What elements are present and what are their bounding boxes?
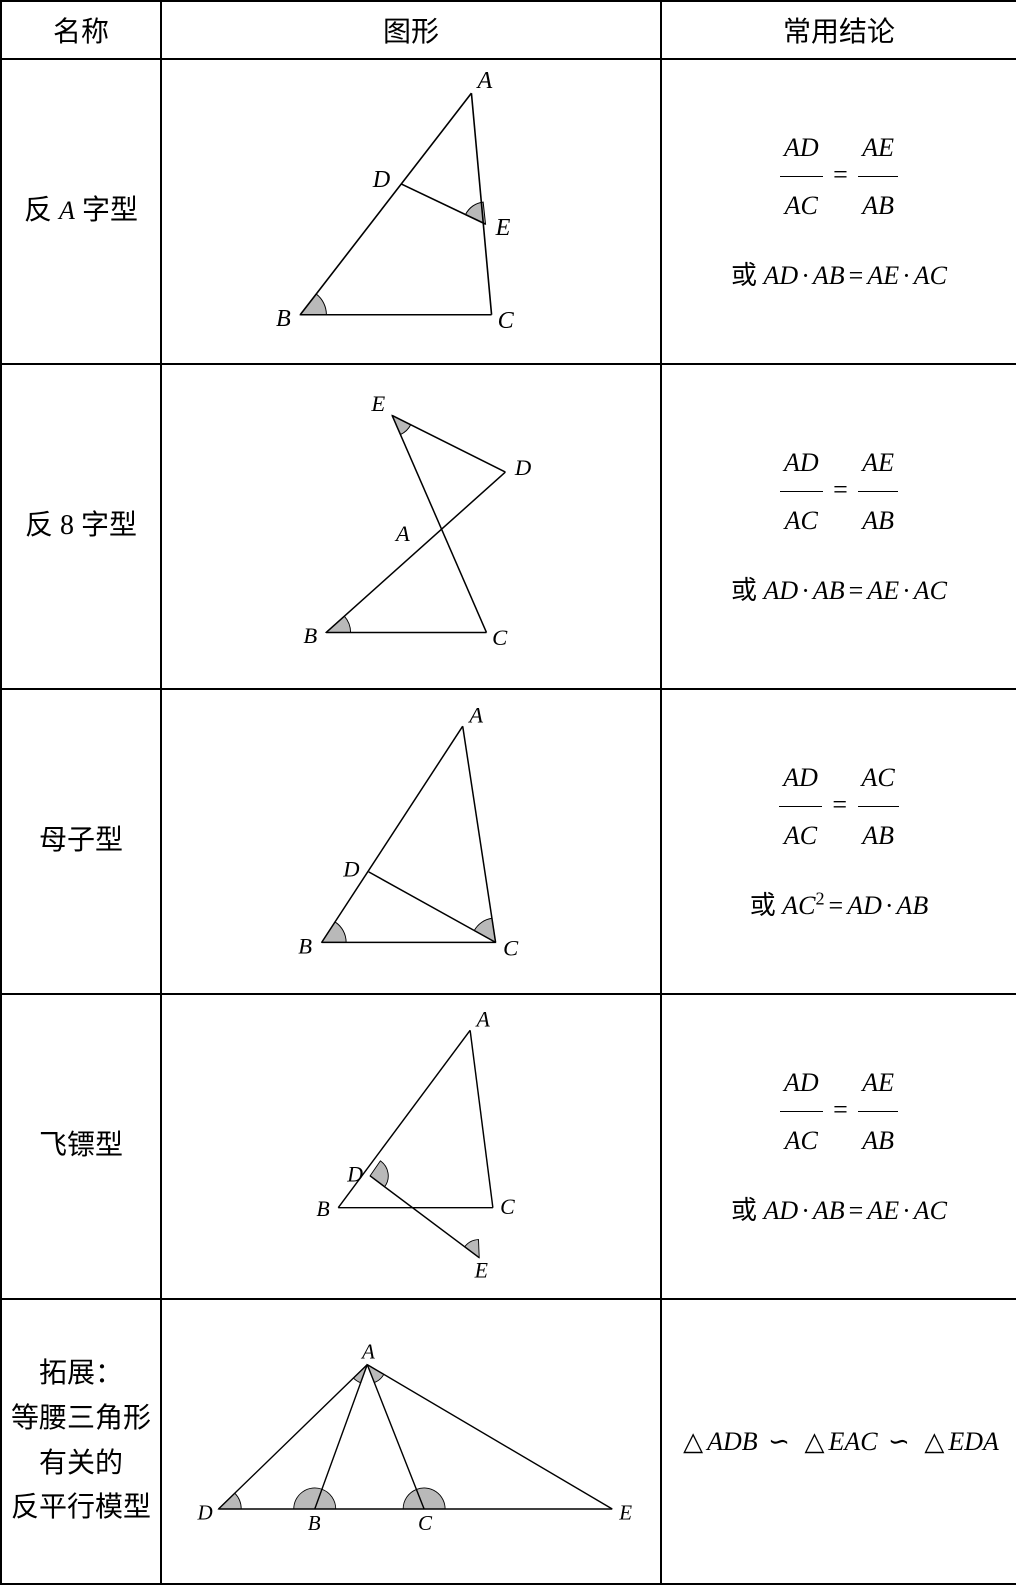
edge <box>392 415 505 472</box>
header-result: 常用结论 <box>661 1 1016 59</box>
point-label-A: A <box>394 521 410 546</box>
row-figure: A B C D <box>161 689 661 994</box>
table-row-1: 反 8 字型 A B C D E ADAC = AEAB 或 AD·AB=AE·AC <box>1 364 1016 689</box>
row-result: ADAC = AEAB 或 AD·AB=AE·AC <box>661 59 1016 364</box>
edge <box>470 1030 493 1207</box>
row-figure: A B C D E <box>161 1299 661 1584</box>
row-result: ADAC = AEAB 或 AD·AB=AE·AC <box>661 994 1016 1299</box>
similarity-equation: △ADB ∽ △EAC ∽ △EDA <box>679 1427 999 1456</box>
row-name: 反 A 字型 <box>1 59 161 364</box>
point-label-D: D <box>342 857 359 882</box>
figure-dart: A B C D E <box>166 1003 656 1285</box>
point-label-E: E <box>474 1259 488 1283</box>
point-label-B: B <box>303 623 317 648</box>
row-result: ADAC = AEAB 或 AD·AB=AE·AC <box>661 364 1016 689</box>
angle-marker <box>392 415 411 434</box>
ratio-equation: ADAC = AEAB <box>780 1095 898 1124</box>
point-label-C: C <box>500 1195 515 1219</box>
edge <box>401 184 486 224</box>
row-result: △ADB ∽ △EAC ∽ △EDA <box>661 1299 1016 1584</box>
point-label-C: C <box>503 936 519 961</box>
geometry-models-table: 名称 图形 常用结论 反 A 字型 A B C D E ADAC = AEAB 或 AD·… <box>0 0 1016 1585</box>
product-equation: 或 AD·AB=AE·AC <box>666 247 1012 304</box>
edge <box>471 93 491 315</box>
edge <box>463 726 496 942</box>
ratio-equation: ADAC = AEAB <box>780 160 898 189</box>
point-label-D: D <box>372 166 391 193</box>
point-label-A: A <box>467 702 483 727</box>
product-equation: 或 AD·AB=AE·AC <box>666 1182 1012 1239</box>
row-name: 飞镖型 <box>1 994 161 1299</box>
point-label-E: E <box>495 214 511 241</box>
point-label-A: A <box>475 68 492 94</box>
point-label-A: A <box>474 1008 490 1032</box>
product-equation: 或 AD·AB=AE·AC <box>666 562 1012 619</box>
point-label-B: B <box>298 934 312 959</box>
row-figure: A B C D E <box>161 994 661 1299</box>
edge <box>370 1176 479 1258</box>
point-label-C: C <box>498 307 515 334</box>
point-label-B: B <box>276 305 291 332</box>
point-label-E: E <box>618 1501 632 1525</box>
table-row-2: 母子型 A B C D ADAC = ACAB 或 AC2=AD·AB <box>1 689 1016 994</box>
point-label-E: E <box>370 391 385 416</box>
edge <box>300 93 471 315</box>
edge <box>367 1365 612 1509</box>
edge <box>315 1365 368 1509</box>
edge <box>322 726 463 942</box>
point-label-D: D <box>514 455 531 480</box>
point-label-C: C <box>492 625 508 650</box>
table-row-4: 拓展：等腰三角形有关的反平行模型 A B C D E △ADB ∽ △EAC ∽ △EDA <box>1 1299 1016 1584</box>
edge <box>219 1365 368 1509</box>
row-figure: A B C D E <box>161 364 661 689</box>
edge <box>367 1365 424 1509</box>
row-result: ADAC = ACAB 或 AC2=AD·AB <box>661 689 1016 994</box>
point-label-C: C <box>418 1511 433 1535</box>
point-label-D: D <box>346 1162 363 1186</box>
table-row-0: 反 A 字型 A B C D E ADAC = AEAB 或 AD·AB=AE·AC <box>1 59 1016 364</box>
header-row: 名称 图形 常用结论 <box>1 1 1016 59</box>
figure-mother-child: A B C D <box>166 698 656 980</box>
ratio-equation: ADAC = ACAB <box>779 790 899 819</box>
row-name: 母子型 <box>1 689 161 994</box>
figure-triangle-inner-angle: A B C D E <box>166 68 656 350</box>
point-label-D: D <box>197 1501 213 1525</box>
square-equation: 或 AC2=AD·AB <box>666 877 1012 934</box>
header-name: 名称 <box>1 1 161 59</box>
table-row-3: 飞镖型 A B C D E ADAC = AEAB 或 AD·AB=AE·AC <box>1 994 1016 1299</box>
ratio-equation: ADAC = AEAB <box>780 475 898 504</box>
edge <box>369 872 496 943</box>
row-name: 反 8 字型 <box>1 364 161 689</box>
row-name: 拓展：等腰三角形有关的反平行模型 <box>1 1299 161 1584</box>
figure-isoceles-ext: A B C D E <box>166 1308 656 1570</box>
header-figure: 图形 <box>161 1 661 59</box>
point-label-B: B <box>308 1511 321 1535</box>
point-label-B: B <box>316 1197 329 1221</box>
point-label-A: A <box>360 1340 375 1364</box>
edge <box>326 472 505 632</box>
figure-bowtie: A B C D E <box>166 373 656 675</box>
row-figure: A B C D E <box>161 59 661 364</box>
